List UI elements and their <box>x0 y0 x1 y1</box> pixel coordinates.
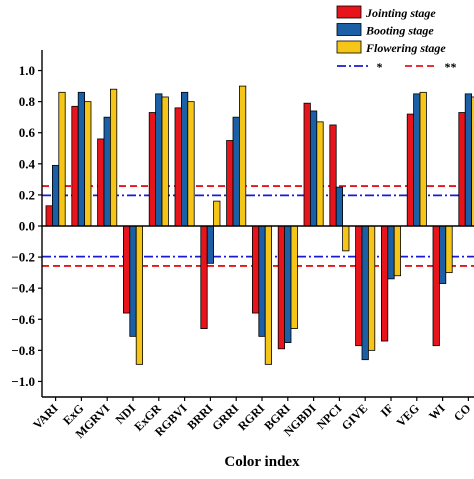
y-tick-label: 0.8 <box>19 94 36 109</box>
bar-co-series-3 <box>471 96 474 227</box>
bar-bgri-series-1 <box>277 225 286 350</box>
bar-grri-series-1 <box>226 140 234 227</box>
legend-line-label-2: ** <box>444 60 457 74</box>
bar-rgri-series-1 <box>251 225 260 314</box>
bar-wi-series-1 <box>432 225 440 347</box>
bar-rgbvi-series-3 <box>187 101 195 227</box>
bar-if-series-2 <box>387 225 395 280</box>
bar-vari-series-1 <box>45 205 53 227</box>
bar-exgr-series-3 <box>161 96 169 227</box>
bar-ngbdi-series-2 <box>309 110 318 227</box>
bar-mgrvi-series-3 <box>110 88 118 227</box>
y-tick-label: 0.4 <box>19 156 36 171</box>
bar-exgr-series-2 <box>155 93 163 227</box>
bar-if-series-3 <box>393 225 402 277</box>
y-tick-label: 1.0 <box>19 63 35 78</box>
bar-ngbdi-series-1 <box>303 102 311 227</box>
bar-exg-series-3 <box>84 101 92 227</box>
bar-brri-series-3 <box>213 200 221 227</box>
legend-label-1: Jointing stage <box>365 6 436 20</box>
x-tick-label-give: GIVE <box>339 401 371 433</box>
bar-ndi-series-1 <box>123 225 131 314</box>
x-tick-label-grri: GRRI <box>209 401 241 433</box>
bar-bgri-series-3 <box>290 225 298 329</box>
bar-mgrvi-series-2 <box>103 116 111 227</box>
x-tick-label-rgri: RGRI <box>235 401 267 433</box>
y-tick-label: −1.0 <box>11 374 35 389</box>
bar-mgrvi-series-1 <box>97 138 105 227</box>
legend-swatch-3 <box>336 40 362 54</box>
bar-exg-series-1 <box>71 105 79 227</box>
bar-give-series-3 <box>367 225 376 351</box>
x-tick-label-npci: NPCI <box>314 401 345 432</box>
bar-veg-series-2 <box>413 93 421 227</box>
y-tick-label: 0.0 <box>19 219 35 234</box>
bar-brri-series-2 <box>206 225 214 264</box>
bar-grri-series-2 <box>232 116 240 227</box>
bar-ngbdi-series-3 <box>316 121 324 227</box>
axes <box>41 50 474 398</box>
y-tick-label: 0.2 <box>19 187 35 202</box>
x-tick-label-co: CO <box>451 401 474 424</box>
bar-give-series-2 <box>361 225 369 361</box>
x-tick-label-if: IF <box>378 401 396 419</box>
bar-ndi-series-3 <box>135 225 143 365</box>
y-tick-label: −0.2 <box>11 250 35 265</box>
bar-wi-series-3 <box>445 225 453 274</box>
bar-rgbvi-series-1 <box>174 107 182 227</box>
bar-grri-series-3 <box>238 85 247 227</box>
bar-ndi-series-2 <box>129 225 137 337</box>
bar-vari-series-3 <box>58 91 66 227</box>
legend-swatch-1 <box>336 5 362 19</box>
legend-line-label-1: * <box>376 60 383 74</box>
bar-brri-series-1 <box>200 225 208 329</box>
y-tick-label: −0.4 <box>11 281 35 296</box>
bar-co-series-2 <box>464 93 473 227</box>
legend: Jointing stage Booting stage Flowering sta… <box>331 2 472 78</box>
bar-exg-series-2 <box>77 91 85 227</box>
bar-npci-series-1 <box>329 124 337 227</box>
x-axis-title: Color index <box>224 454 300 470</box>
legend-swatch-2 <box>336 23 362 36</box>
legend-label-3: Flowering stage <box>365 41 446 55</box>
x-tick-label-vari: VARI <box>30 401 61 432</box>
x-tick-label-veg: VEG <box>394 401 422 429</box>
bar-vari-series-2 <box>52 164 60 227</box>
x-tick-label-wi: WI <box>426 401 448 423</box>
y-ticks: −1.0 −0.8 −0.6 −0.4 −0.2 0.0 0.2 0.4 0.6 0.8 1.0 <box>11 63 42 389</box>
bar-rgri-series-3 <box>264 225 273 365</box>
bars <box>45 85 474 365</box>
x-tick-label-brri: BRRI <box>184 401 215 432</box>
y-tick-label: −0.6 <box>11 312 35 327</box>
bar-veg-series-3 <box>419 91 427 227</box>
bar-npci-series-3 <box>342 225 350 252</box>
y-tick-label: −0.8 <box>11 343 35 358</box>
y-tick-label: 0.6 <box>19 125 36 140</box>
bar-co-series-1 <box>458 112 466 227</box>
bar-veg-series-1 <box>406 113 415 227</box>
bar-exgr-series-1 <box>148 112 156 227</box>
bar-give-series-1 <box>355 225 363 347</box>
bar-rgbvi-series-2 <box>180 91 189 227</box>
bar-if-series-1 <box>380 225 389 342</box>
bar-bgri-series-2 <box>284 225 292 343</box>
bar-rgri-series-2 <box>258 225 266 337</box>
bar-wi-series-2 <box>438 225 447 284</box>
legend-label-2: Booting stage <box>365 24 434 38</box>
bar-npci-series-2 <box>335 186 344 227</box>
